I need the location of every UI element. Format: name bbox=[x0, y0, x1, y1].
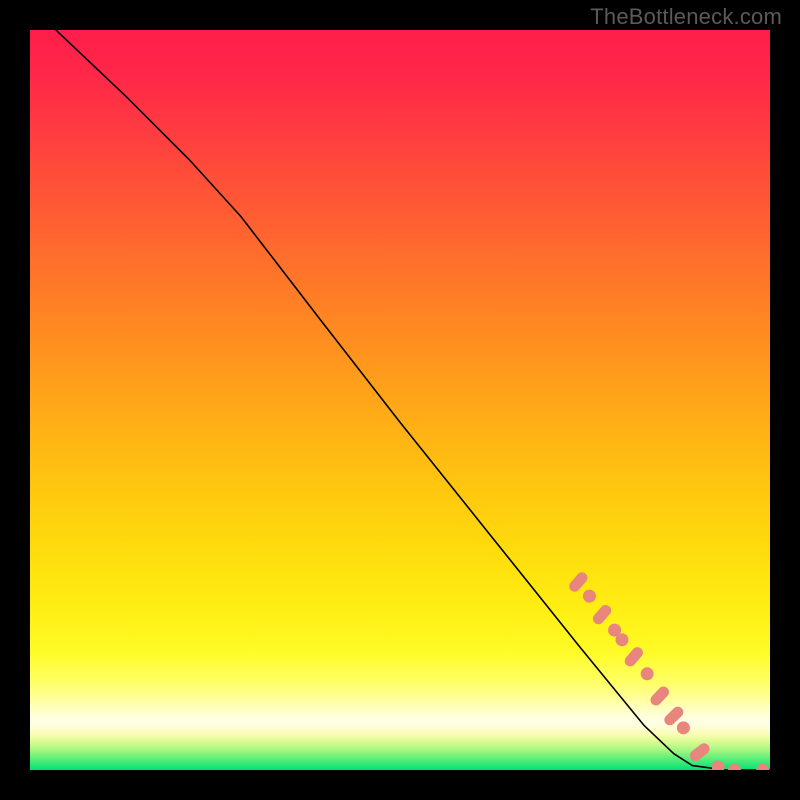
marker-point bbox=[641, 667, 654, 680]
marker-point bbox=[677, 721, 690, 734]
chart-curve bbox=[56, 30, 770, 770]
marker-point bbox=[583, 590, 596, 603]
watermark-label: TheBottleneck.com bbox=[590, 4, 782, 30]
chart-plot-area bbox=[30, 30, 770, 770]
marker-point bbox=[616, 633, 629, 646]
marker-capsule bbox=[567, 570, 590, 594]
marker-point bbox=[756, 764, 769, 771]
marker-point bbox=[712, 761, 725, 770]
marker-capsule bbox=[648, 684, 671, 708]
marker-capsule bbox=[591, 603, 614, 627]
marker-capsule bbox=[622, 645, 645, 669]
marker-point bbox=[728, 764, 741, 771]
chart-svg-layer bbox=[30, 30, 770, 770]
marker-capsule bbox=[688, 741, 712, 763]
